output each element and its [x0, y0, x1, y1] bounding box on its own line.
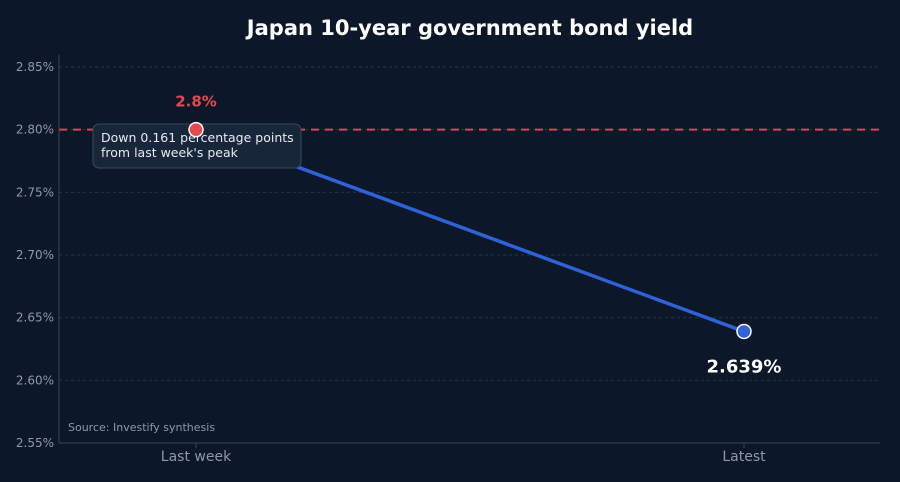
annotation-text: Down 0.161 percentage points [101, 130, 294, 145]
source-note: Source: Investify synthesis [68, 421, 215, 434]
latest-point [736, 323, 752, 340]
y-tick-label: 2.75% [16, 185, 54, 199]
latest-value-label: 2.639% [707, 356, 782, 377]
y-tick-label: 2.80% [16, 123, 54, 137]
y-tick-label: 2.55% [16, 436, 54, 450]
y-tick-label: 2.70% [16, 248, 54, 262]
axes: 2.55% 2.60% 2.65% 2.70% 2.75% 2.80% 2.85% Last … [16, 55, 880, 465]
x-tick-label: Latest [722, 449, 766, 465]
chart-title: Japan 10-year government bond yield [245, 16, 693, 40]
y-tick-label: 2.65% [16, 311, 54, 325]
y-tick-label: 2.85% [16, 60, 54, 74]
y-tick-label: 2.60% [16, 373, 54, 387]
x-tick-label: Last week [161, 449, 232, 465]
grid-lines [59, 66, 880, 381]
point-labels: 2.8% 2.639% [175, 93, 781, 378]
peak-point [188, 121, 204, 138]
annotation-text: from last week's peak [101, 145, 239, 160]
peak-value-label: 2.8% [175, 93, 217, 111]
